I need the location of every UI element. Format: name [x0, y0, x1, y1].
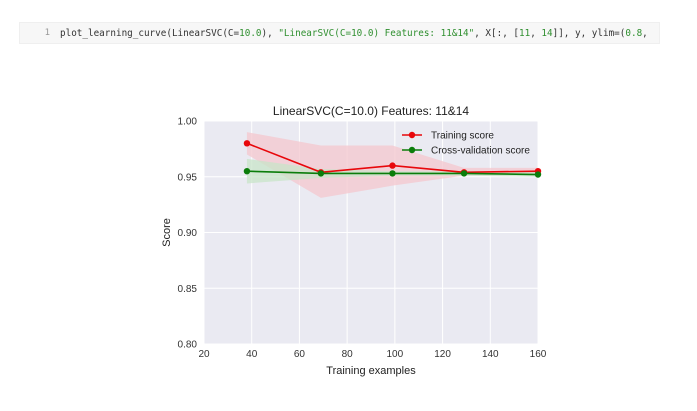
- y-tick-label: 0.95: [178, 172, 198, 183]
- y-tick-label: 0.90: [178, 228, 198, 239]
- y-tick-label: 1.00: [178, 117, 198, 128]
- legend-swatch-marker: [408, 146, 416, 154]
- y-axis-label: Score: [161, 218, 173, 247]
- code-token: ,: [530, 27, 542, 39]
- code-token: 0.8: [625, 27, 643, 39]
- code-token: 11: [519, 27, 531, 39]
- legend-label: Cross-validation score: [431, 146, 530, 157]
- x-tick-label: 80: [342, 349, 354, 360]
- x-tick-label: 160: [530, 349, 547, 360]
- legend-label: Training score: [431, 131, 494, 142]
- y-tick-label: 0.80: [178, 340, 198, 351]
- line-number: 1: [44, 28, 50, 38]
- code-line[interactable]: plot_learning_curve(LinearSVC(C=10.0), "…: [60, 28, 648, 39]
- data-point-cv: [389, 170, 396, 177]
- chart-svg: 20 40 60 80 100 120 140 160 0.80 0.85 0.90 0.95 1.00…: [161, 104, 547, 377]
- data-point-cv: [534, 171, 542, 178]
- code-token: ]], y, ylim=(: [552, 27, 626, 39]
- code-token: "LinearSVC(C=10.0) Features: 11&14": [278, 27, 475, 39]
- data-point-training: [243, 140, 251, 147]
- code-token: , X[:, [: [474, 27, 519, 39]
- code-token: plot_learning_curve(LinearSVC(C=: [60, 27, 240, 39]
- x-tick-label: 40: [246, 349, 258, 360]
- data-point-cv: [460, 170, 468, 177]
- code-token: 14: [541, 27, 553, 39]
- chart-title: LinearSVC(C=10.0) Features: 11&14: [273, 104, 470, 118]
- legend-swatch-marker: [408, 131, 416, 139]
- data-point-training: [389, 162, 396, 169]
- learning-curve-chart: 20 40 60 80 100 120 140 160 0.80 0.85 0.90 0.95 1.00…: [0, 95, 697, 407]
- code-token: 10.0: [239, 27, 262, 39]
- y-tick-label: 0.85: [178, 284, 198, 295]
- x-axis-label: Training examples: [326, 365, 416, 377]
- data-point-cv: [243, 167, 251, 175]
- x-tick-label: 20: [198, 349, 210, 360]
- x-tick-label: 140: [482, 349, 499, 360]
- code-token: ),: [261, 27, 279, 39]
- x-tick-label: 100: [387, 349, 404, 360]
- x-tick-label: 60: [294, 349, 306, 360]
- code-token: ,: [642, 27, 648, 39]
- x-tick-label: 120: [434, 349, 451, 360]
- data-point-cv: [317, 170, 325, 177]
- code-cell[interactable]: 1 plot_learning_curve(LinearSVC(C=10.0),…: [19, 22, 660, 44]
